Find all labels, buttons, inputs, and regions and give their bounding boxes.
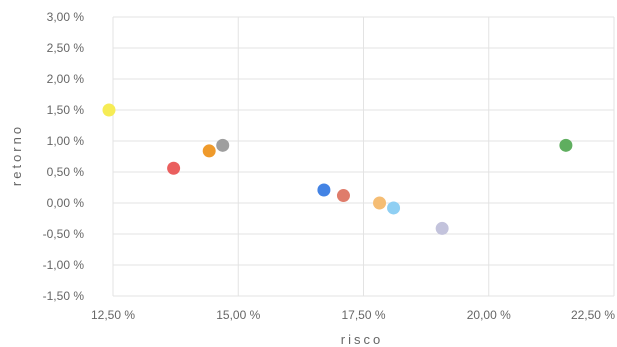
y-tick-label: 0,00 % <box>47 196 85 210</box>
x-tick-label: 17,50 % <box>341 308 385 322</box>
y-tick-label: 2,00 % <box>47 72 85 86</box>
data-point <box>167 161 181 175</box>
x-axis-ticks: 12,50 % 15,00 % 17,50 % 20,00 % 22,50 % <box>91 308 615 322</box>
data-point <box>202 144 216 158</box>
data-points <box>102 103 573 235</box>
y-tick-label: -1,00 % <box>43 258 85 272</box>
x-tick-label: 12,50 % <box>91 308 135 322</box>
data-point <box>559 138 573 152</box>
grid-lines <box>112 16 615 297</box>
data-point <box>216 138 230 152</box>
y-tick-label: 3,00 % <box>47 10 85 24</box>
y-tick-label: 0,50 % <box>47 165 85 179</box>
y-tick-label: 2,50 % <box>47 41 85 55</box>
y-tick-label: -0,50 % <box>43 227 85 241</box>
y-tick-label: 1,50 % <box>47 103 85 117</box>
y-axis-ticks: 3,00 % 2,50 % 2,00 % 1,50 % 1,00 % 0,50 % 0,00… <box>43 10 85 303</box>
data-point <box>336 189 350 203</box>
x-tick-label: 20,00 % <box>467 308 511 322</box>
data-point <box>387 201 401 215</box>
data-point <box>102 103 116 117</box>
y-axis-title: retorno <box>9 124 24 186</box>
data-point <box>317 183 331 197</box>
x-tick-label: 15,00 % <box>216 308 260 322</box>
data-point <box>435 221 449 235</box>
data-point <box>373 196 387 210</box>
x-axis-title: risco <box>341 332 383 347</box>
y-tick-label: 1,00 % <box>47 134 85 148</box>
x-tick-label: 22,50 % <box>571 308 615 322</box>
y-tick-label: -1,50 % <box>43 289 85 303</box>
